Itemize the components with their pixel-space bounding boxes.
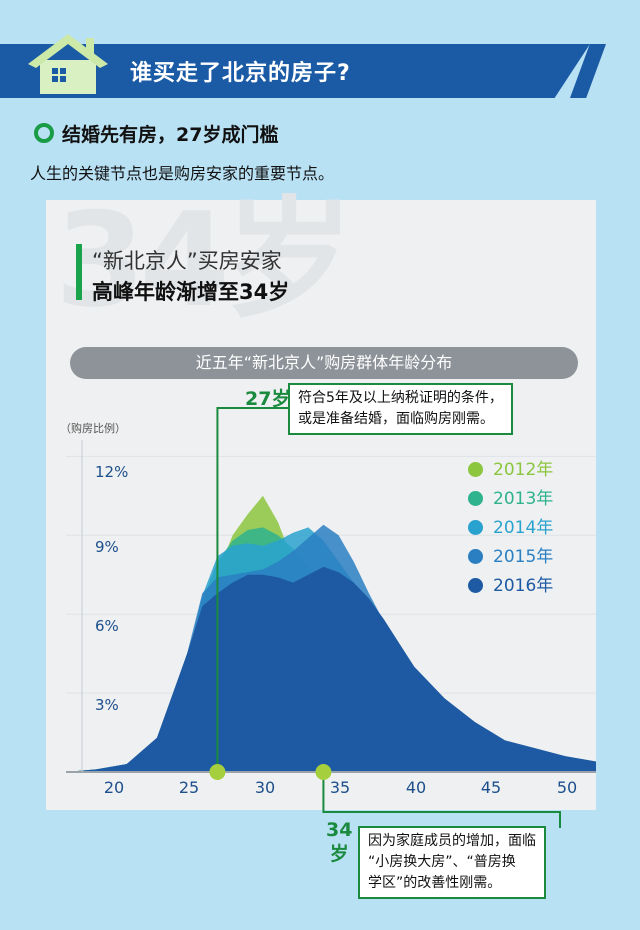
x-tick-label: 35: [329, 778, 351, 797]
legend-dot: [468, 491, 483, 506]
marker-dot-27: [209, 764, 226, 780]
legend-item-2016: 2016年: [468, 571, 553, 596]
legend-label: 2014年: [493, 518, 554, 538]
annotation-age-number: 34: [326, 819, 353, 841]
legend-label: 2012年: [493, 460, 554, 480]
y-tick-label: 12%: [95, 463, 129, 481]
area-series-2016年: [66, 566, 596, 772]
y-tick-label: 6%: [95, 617, 119, 635]
legend-item-2012: 2012年: [468, 455, 553, 480]
y-tick-label: 9%: [95, 538, 119, 556]
legend-item-2014: 2014年: [468, 513, 553, 538]
watermark-text: 34岁: [55, 184, 354, 336]
annotation-age-27: 27岁: [245, 388, 291, 410]
legend-label: 2015年: [493, 547, 554, 567]
house-icon: [28, 34, 108, 94]
title-accent-bar: [76, 244, 82, 300]
marker-line-27: [216, 407, 288, 772]
annotation-text: 学区”的改善性刚需。: [368, 875, 502, 891]
x-tick-label: 20: [103, 778, 125, 797]
legend-dot: [468, 578, 483, 593]
legend-dot: [468, 549, 483, 564]
annotation-age-unit: 岁: [329, 843, 349, 865]
annotation-age-34: 34 岁: [326, 818, 352, 866]
chart-title: 近五年“新北京人”购房群体年龄分布: [70, 347, 578, 379]
legend-dot: [468, 520, 483, 535]
legend-label: 2016年: [493, 576, 554, 596]
y-tick-label: 3%: [95, 696, 119, 714]
marker-dot-34: [315, 764, 332, 780]
annotation-text: “小房换大房”、“普房换: [368, 854, 516, 870]
x-tick-label: 40: [405, 778, 427, 797]
intro-text: 人生的关键节点也是购房安家的重要节点。: [30, 164, 335, 183]
section-heading: 结婚先有房，27岁成门槛: [34, 120, 278, 147]
x-tick-label: 50: [556, 778, 578, 797]
y-axis-label: （购房比例）: [60, 422, 126, 435]
x-tick-label: 45: [480, 778, 502, 797]
annotation-box-27: 符合5年及以上纳税证明的条件， 或是准备结婚，面临购房刚需。: [288, 383, 513, 435]
x-tick-label: 30: [254, 778, 276, 797]
annotation-text: 或是准备结婚，面临购房刚需。: [298, 411, 494, 427]
legend-item-2015: 2015年: [468, 542, 553, 567]
legend-item-2013: 2013年: [468, 484, 553, 509]
annotation-text: 因为家庭成员的增加，面临: [368, 833, 536, 849]
circle-icon: [34, 123, 54, 143]
panel-title-line1: “新北京人”买房安家: [92, 249, 282, 273]
annotation-box-34: 因为家庭成员的增加，面临 “小房换大房”、“普房换 学区”的改善性刚需。: [358, 826, 546, 899]
x-tick-label: 25: [178, 778, 200, 797]
section-heading-text: 结婚先有房，27岁成门槛: [62, 124, 279, 146]
legend-label: 2013年: [493, 489, 554, 509]
page-title: 谁买走了北京的房子?: [130, 61, 351, 86]
annotation-text: 符合5年及以上纳税证明的条件，: [298, 390, 503, 406]
header-banner: [0, 44, 590, 98]
marker-line-34: [322, 772, 561, 828]
legend-dot: [468, 462, 483, 477]
panel-title-line2: 高峰年龄渐增至34岁: [92, 280, 290, 304]
